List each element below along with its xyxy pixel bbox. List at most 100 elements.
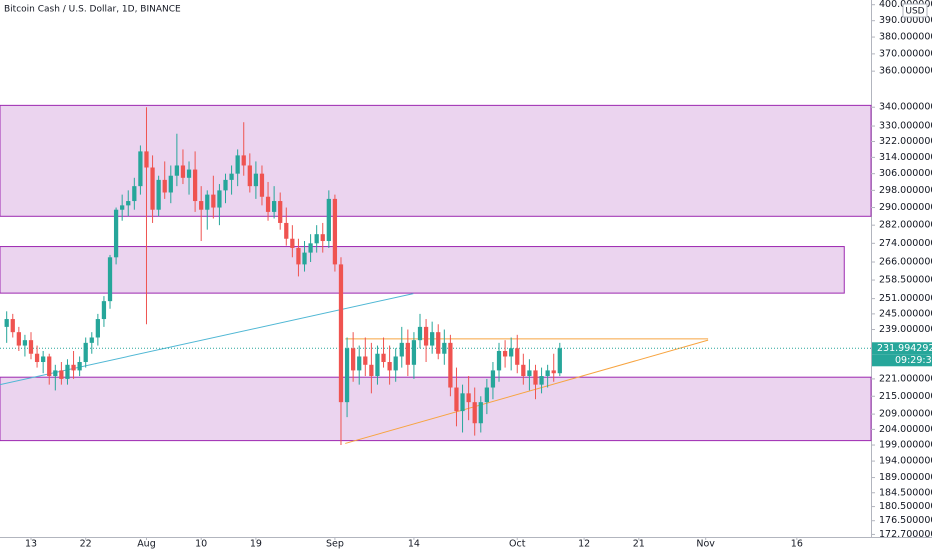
y-tick-label: 204.000000 (879, 424, 932, 435)
candle-body (156, 179, 161, 210)
candle-body (411, 340, 417, 365)
candle-body (144, 151, 149, 168)
x-tick-label: 10 (195, 539, 207, 550)
candle-body (320, 234, 325, 242)
candle-body (502, 350, 508, 357)
last-price-label: 231.994292 (877, 343, 932, 354)
candle-body (448, 342, 453, 388)
candle-body (393, 356, 398, 371)
trendline[interactable] (345, 339, 709, 444)
candle-body (65, 364, 70, 379)
candle-body (132, 186, 137, 202)
x-tick-label: 13 (25, 539, 37, 550)
zone[interactable] (0, 246, 845, 294)
candle-body (138, 151, 143, 187)
candle-body (101, 301, 107, 320)
y-tick-label: 209.000000 (879, 409, 932, 420)
x-tick-label: 22 (80, 539, 92, 550)
candle-body (363, 356, 368, 365)
candle-body (16, 332, 21, 346)
candle-body (338, 264, 344, 403)
candle-body (53, 370, 58, 377)
candle-body (344, 348, 350, 403)
candle-body (71, 364, 76, 371)
currency-box[interactable] (902, 3, 928, 18)
candle-body (351, 348, 356, 371)
x-tick-label: Oct (509, 539, 526, 550)
candle-body (174, 165, 180, 176)
candle-body (89, 337, 94, 343)
candle-body (484, 387, 489, 403)
candle-body (332, 198, 338, 265)
candle-body (205, 194, 210, 210)
candle-body (527, 370, 532, 377)
y-tick-label: 172.700000 (879, 529, 932, 540)
y-tick-label: 194.000000 (879, 456, 932, 467)
candle-body (77, 362, 82, 371)
candle-body (369, 364, 374, 377)
y-tick-label: 180.500000 (879, 501, 932, 512)
y-tick-label: 322.000000 (879, 136, 932, 147)
y-tick-label: 340.000000 (879, 102, 932, 113)
y-tick-label: 274.000000 (879, 238, 932, 249)
candle-body (466, 393, 471, 403)
candle-body (509, 348, 514, 357)
candle-body (47, 356, 52, 377)
x-tick-label: 21 (633, 539, 645, 550)
candle-body (545, 370, 550, 377)
y-tick-label: 215.000000 (879, 391, 932, 402)
candle-body (387, 362, 392, 371)
candle-body (265, 196, 271, 212)
candle-body (460, 393, 465, 412)
candle-body (423, 326, 429, 346)
y-tick-label: 221.000000 (879, 373, 932, 384)
candle-body (284, 222, 289, 239)
candle-body (521, 364, 526, 377)
y-tick-label: 199.000000 (879, 440, 932, 451)
candle-body (186, 169, 192, 178)
candle-body (496, 350, 502, 371)
y-tick-label: 360.000000 (879, 66, 932, 77)
candle-body (28, 340, 34, 354)
y-tick-label: 282.000000 (879, 220, 932, 231)
candle-body (211, 194, 216, 208)
candle-body (557, 348, 562, 374)
candle-body (442, 342, 447, 354)
candle-body (515, 348, 520, 365)
candle-body (375, 353, 380, 377)
x-tick-label: Sep (326, 539, 344, 550)
y-tick-label: 251.000000 (879, 293, 932, 304)
candle-body (83, 342, 88, 363)
candle-body (381, 353, 386, 363)
y-tick-label: 390.000000 (879, 15, 932, 26)
candle-body (150, 167, 155, 210)
y-tick-label: 330.000000 (879, 121, 932, 132)
candle-body (113, 209, 119, 258)
candle-body (472, 402, 477, 424)
y-tick-label: 380.000000 (879, 32, 932, 43)
candle-body (302, 252, 307, 265)
zone[interactable] (0, 376, 872, 442)
candle-body (241, 155, 246, 166)
candle-body (278, 201, 283, 223)
y-tick-label: 189.000000 (879, 472, 932, 483)
currency-label[interactable]: USD (905, 7, 924, 17)
zone[interactable] (0, 104, 872, 217)
candle-body (229, 173, 234, 180)
candle-body (34, 353, 40, 363)
candle-body (120, 205, 125, 210)
candle-body (430, 332, 435, 346)
countdown-label: 09:29:33 (895, 355, 932, 366)
candle-body (41, 356, 46, 363)
countdown-box (872, 354, 932, 367)
y-tick-label: 298.000000 (879, 185, 932, 196)
candle-body (253, 173, 259, 187)
candle-body (454, 387, 459, 412)
candle-body (199, 201, 204, 210)
candle-body (217, 190, 222, 208)
candle-body (10, 319, 15, 333)
y-tick-label: 306.000000 (879, 168, 932, 179)
candle-body (296, 247, 301, 265)
candle-body (4, 319, 9, 327)
